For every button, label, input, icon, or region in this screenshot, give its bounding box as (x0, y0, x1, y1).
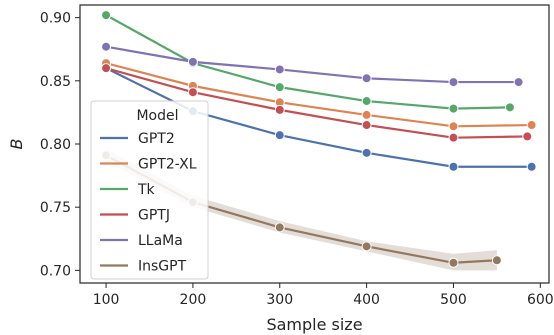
x-tick-label: 400 (353, 292, 380, 308)
legend: Model GPT2 GPT2-XL Tk GPTJ LLaMa InsGPT (90, 100, 209, 280)
data-point-gptj (361, 120, 372, 131)
y-tick-label: 0.90 (40, 11, 71, 27)
data-point-gpt2 (526, 161, 537, 172)
y-axis-label: B (7, 139, 26, 150)
data-point-tk (448, 103, 459, 114)
data-point-gpt2-xl (526, 120, 537, 131)
x-tick-label: 500 (440, 292, 467, 308)
data-point-gptj (522, 131, 533, 142)
data-point-tk (361, 96, 372, 107)
series-line-tk (105, 14, 510, 110)
data-point-insgpt (274, 222, 285, 233)
y-tick-label: 0.70 (40, 263, 71, 279)
data-point-tk (101, 10, 112, 21)
data-point-llama (274, 64, 285, 75)
data-point-llama (101, 41, 112, 52)
x-tick-label: 300 (266, 292, 293, 308)
data-point-llama (513, 77, 524, 88)
data-point-gpt2 (448, 161, 459, 172)
legend-label-gptj: GPTJ (138, 208, 170, 224)
data-point-gptj (448, 132, 459, 143)
axes: 100 200 300 400 500 600 0.70 0.75 0.80 0.85 0.90 Sa… (7, 4, 554, 334)
data-point-gptj (101, 63, 112, 74)
x-tick-label: 600 (527, 292, 554, 308)
series-line-llama (105, 45, 519, 84)
data-point-gpt2-xl (361, 109, 372, 120)
y-tick-label: 0.85 (40, 74, 71, 90)
data-point-gptj (187, 87, 198, 98)
x-tick-label: 100 (93, 292, 120, 308)
data-point-gptj (274, 104, 285, 115)
series-line-gptj (105, 67, 528, 139)
data-point-insgpt (361, 241, 372, 252)
data-point-llama (361, 73, 372, 84)
series-line-gpt2-xl (105, 62, 532, 128)
y-tick-label: 0.80 (40, 137, 71, 153)
x-tick-label: 200 (180, 292, 207, 308)
confidence-band-insgpt (106, 149, 497, 271)
data-point-insgpt (448, 257, 459, 268)
legend-label-llama: LLaMa (138, 233, 183, 249)
legend-box (90, 100, 209, 280)
data-point-insgpt (491, 255, 502, 266)
data-point-gpt2 (361, 147, 372, 158)
y-tick-label: 0.75 (40, 200, 71, 216)
legend-label-gpt2-xl: GPT2-XL (138, 157, 197, 173)
data-point-gpt2-xl (448, 121, 459, 132)
legend-label-insgpt: InsGPT (138, 259, 187, 275)
data-point-tk (274, 82, 285, 93)
data-point-llama (187, 56, 198, 67)
legend-title: Model (136, 108, 178, 124)
data-point-tk (504, 102, 515, 113)
legend-label-tk: Tk (137, 182, 156, 198)
x-axis-label: Sample size (266, 315, 362, 334)
legend-label-gpt2: GPT2 (138, 131, 175, 147)
data-point-gpt2 (274, 130, 285, 141)
data-point-llama (448, 77, 459, 88)
